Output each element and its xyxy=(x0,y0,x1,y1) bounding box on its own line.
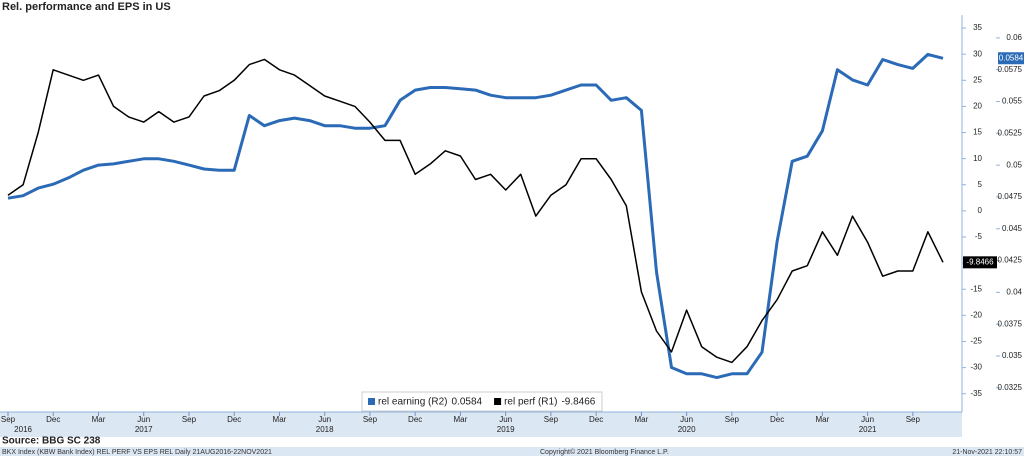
x-tick-label: Sep xyxy=(363,415,378,424)
legend-value: -9.8466 xyxy=(561,397,595,408)
legend-label: rel earning (R2) xyxy=(378,397,447,408)
y2-tick-label: 0.045 xyxy=(1002,224,1023,233)
legend-value: 0.0584 xyxy=(451,397,482,408)
x-tick-label: Sep xyxy=(725,415,740,424)
series-line xyxy=(7,52,944,380)
y-tick-label: 0 xyxy=(978,206,983,215)
year-label: 2019 xyxy=(497,425,515,434)
y-tick-label: 10 xyxy=(973,154,982,163)
y-tick-label: 15 xyxy=(973,128,982,137)
x-tick-label: Jun xyxy=(680,415,693,424)
x-tick-label: Dec xyxy=(589,415,603,424)
y2-tick-label: 0.0375 xyxy=(998,319,1023,328)
last-value-tag xyxy=(998,52,1024,65)
x-tick-label: Mar xyxy=(454,415,468,424)
x-axis-band xyxy=(0,412,962,437)
y2-tick-label: 0.0325 xyxy=(998,383,1023,392)
year-label: 2018 xyxy=(316,425,334,434)
source: Source: BBG SC 238 xyxy=(2,436,101,447)
x-tick-label: Dec xyxy=(227,415,241,424)
x-tick-label: Jun xyxy=(137,415,150,424)
y2-tick-label: 0.0475 xyxy=(998,192,1023,201)
x-tick-label: Mar xyxy=(273,415,287,424)
x-tick-label: Dec xyxy=(408,415,422,424)
y2-tick-label: 0.04 xyxy=(1006,288,1022,297)
y-tick-label: -30 xyxy=(970,363,982,372)
legend-swatch xyxy=(368,398,375,405)
footer-timestamp: 21-Nov-2021 22:10:57 xyxy=(952,449,1022,456)
x-tick-label: Dec xyxy=(770,415,784,424)
x-tick-label: Mar xyxy=(815,415,829,424)
x-tick-label: Dec xyxy=(46,415,60,424)
year-label: 2021 xyxy=(859,425,877,434)
footer-copyright: Copyright© 2021 Bloomberg Finance L.P. xyxy=(540,448,669,456)
x-tick-label: Jun xyxy=(499,415,512,424)
y-tick-label: 30 xyxy=(973,49,982,58)
y2-tick-label: 0.0525 xyxy=(998,128,1023,137)
y-tick-label: -5 xyxy=(975,232,983,241)
y2-tick-label: 0.035 xyxy=(1002,351,1023,360)
y2-tick-label: 0.05 xyxy=(1006,160,1022,169)
legend-label: rel perf (R1) xyxy=(504,397,557,408)
y-tick-label: -35 xyxy=(970,389,982,398)
y-tick-label: 25 xyxy=(973,75,982,84)
y2-tick-label: 0.0575 xyxy=(998,65,1023,74)
y-tick-label: 20 xyxy=(973,102,982,111)
y-tick-label: -15 xyxy=(970,284,982,293)
x-tick-label: Mar xyxy=(634,415,648,424)
last-value-label: 0.0584 xyxy=(999,53,1024,62)
y2-tick-label: 0.06 xyxy=(1006,33,1022,42)
x-tick-label: Jun xyxy=(318,415,331,424)
x-tick-label: Sep xyxy=(544,415,559,424)
footer-description: BKX Index (KBW Bank Index) REL PERF VS E… xyxy=(2,449,272,456)
last-value-label: -9.8466 xyxy=(966,257,994,266)
last-value-tag xyxy=(963,256,997,269)
footer-band xyxy=(0,447,1024,456)
year-label: 2016 xyxy=(14,425,32,434)
y-tick-label: 5 xyxy=(978,180,983,189)
legend-box xyxy=(361,391,603,412)
y2-tick-label: 0.0425 xyxy=(998,256,1023,265)
x-tick-label: Sep xyxy=(182,415,197,424)
x-tick-label: Sep xyxy=(906,415,921,424)
chart-title: Rel. performance and EPS in US xyxy=(2,1,171,13)
legend-swatch xyxy=(494,398,502,405)
x-tick-label: Mar xyxy=(92,415,106,424)
series-line xyxy=(7,58,944,364)
y2-tick-label: 0.055 xyxy=(1002,97,1023,106)
y-tick-label: -20 xyxy=(970,310,982,319)
year-label: 2020 xyxy=(678,425,696,434)
x-tick-label: Sep xyxy=(1,415,16,424)
y-tick-label: -25 xyxy=(970,337,982,346)
x-tick-label: Jun xyxy=(861,415,874,424)
year-label: 2017 xyxy=(135,425,153,434)
y-tick-label: 35 xyxy=(973,23,982,32)
